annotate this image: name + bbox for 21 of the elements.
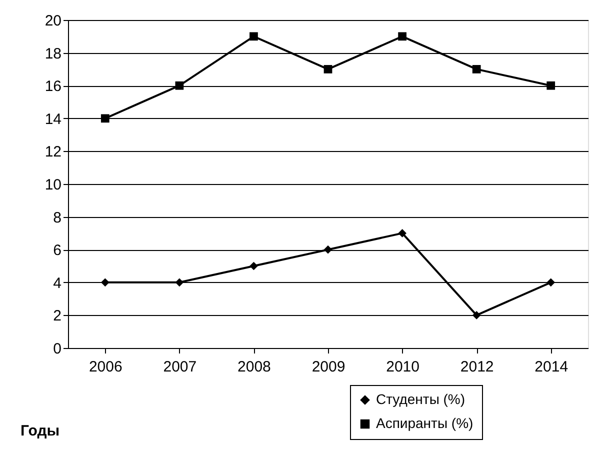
legend-label: Аспиранты (%) [376, 415, 474, 431]
x-tick-label: 2006 [88, 358, 122, 376]
x-axis-title: Годы [20, 422, 60, 440]
x-tick-label: 2009 [312, 358, 346, 376]
y-tick-label: 8 [53, 209, 62, 226]
x-tick-label: 2010 [386, 358, 420, 376]
y-tick-label: 18 [44, 45, 62, 62]
x-tick-label: 2008 [238, 358, 271, 376]
y-tick-label: 6 [53, 242, 62, 260]
x-tick-label: 2007 [163, 358, 197, 376]
y-tick-label: 2 [53, 308, 62, 325]
y-tick-label: 4 [53, 274, 62, 292]
x-tick-label: 2014 [534, 358, 568, 376]
y-tick-label: 16 [44, 78, 62, 96]
y-tick-label: 14 [44, 110, 62, 128]
x-tick-label: 2012 [460, 358, 494, 376]
y-tick-label: 10 [44, 176, 62, 194]
y-tick-label: 20 [44, 12, 62, 30]
y-tick-label: 12 [44, 144, 62, 161]
legend-label: Студенты (%) [376, 391, 466, 407]
y-tick-label: 0 [53, 340, 62, 358]
